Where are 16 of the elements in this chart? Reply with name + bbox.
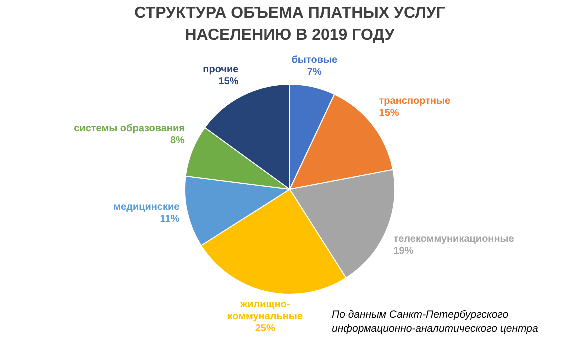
data-label: 8% <box>170 136 186 147</box>
slice-label: системы образования <box>74 124 186 135</box>
data-label: 25% <box>255 324 276 335</box>
data-label: 11% <box>160 214 180 225</box>
data-label: 19% <box>394 246 414 258</box>
data-label: 15% <box>218 76 239 88</box>
slice-label: прочие <box>203 64 240 76</box>
chart-title: СТРУКТУРА ОБЪЕМА ПЛАТНЫХ УСЛУГ НАСЕЛЕНИЮ В 2019 ГОДУ <box>134 4 446 46</box>
data-label: 15% <box>379 108 400 119</box>
slice-label: телекоммуникационные <box>394 234 515 246</box>
text: По данным Санкт-Петербургского информационно-аналитического центра <box>332 308 540 336</box>
slice-label: жилищно-коммунальные <box>228 300 304 323</box>
slice-label: медицинские <box>114 202 180 213</box>
slice-label: бытовые <box>292 54 338 66</box>
data-label: 7% <box>307 66 322 78</box>
slice-label: транспортные <box>379 96 452 107</box>
